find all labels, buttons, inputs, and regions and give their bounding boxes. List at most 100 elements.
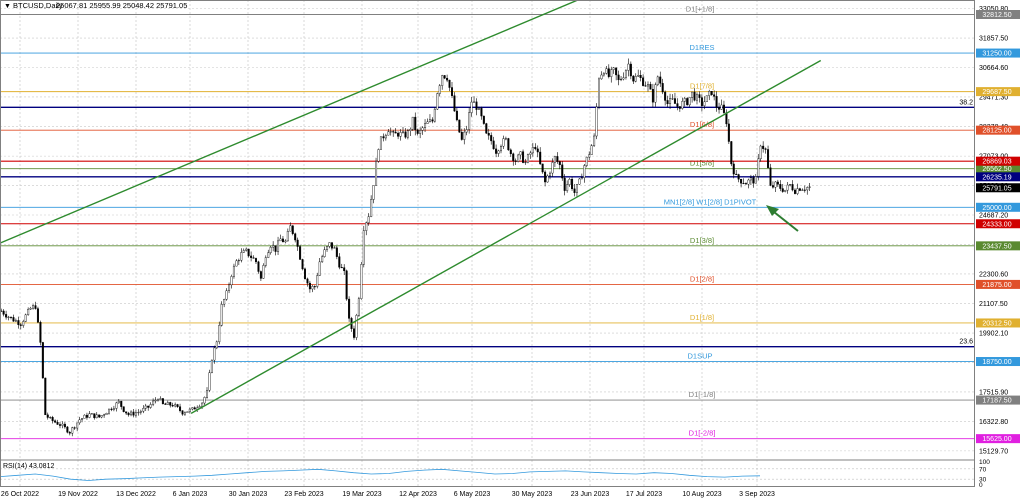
price-tag xyxy=(976,357,1020,367)
candle-body xyxy=(166,402,169,405)
dropdown-icon[interactable]: ▼ xyxy=(4,3,11,10)
price-tag xyxy=(976,164,1020,174)
candle-body xyxy=(654,84,657,103)
candle-body xyxy=(453,95,456,112)
candle-body xyxy=(122,406,125,412)
red-price-tag-text: 26869.03 xyxy=(982,159,1011,166)
candle-body xyxy=(93,413,96,419)
candle-body xyxy=(22,321,25,326)
candle-body xyxy=(365,222,368,231)
candle-body xyxy=(546,175,549,183)
grid-lines xyxy=(0,0,975,487)
chart-border xyxy=(0,0,975,487)
red-price-tag-text: 24333.00 xyxy=(982,221,1011,228)
candle-body xyxy=(171,405,174,407)
level-lines: D1[+1/8] D1RES D1[7/8] D1[6/8] D1[5/8] MN1[2/… xyxy=(0,4,975,440)
candle-body xyxy=(556,156,559,162)
candle-body xyxy=(669,98,672,105)
candle-body xyxy=(642,77,645,86)
candle-body xyxy=(507,138,510,151)
price-tag-text: 25000.00 xyxy=(982,205,1011,212)
candle-body xyxy=(144,405,147,409)
candle-body xyxy=(191,407,194,410)
candle-body xyxy=(149,404,152,408)
candle-body xyxy=(612,67,615,70)
candle-body xyxy=(223,299,226,305)
candle-body xyxy=(277,240,280,252)
candle-body xyxy=(644,85,647,87)
candle-body xyxy=(492,140,495,150)
candle-body xyxy=(705,95,708,103)
candle-body xyxy=(414,116,417,131)
candle-body xyxy=(103,414,106,416)
red-price-tag xyxy=(976,156,1020,166)
level-label: D1[7/8] xyxy=(690,82,714,91)
candle-body xyxy=(651,89,654,103)
candle-body xyxy=(534,146,537,150)
candle-body xyxy=(519,151,522,156)
navy-price-tag-text: 26235.19 xyxy=(982,174,1011,181)
candle-body xyxy=(225,290,228,300)
candle-body xyxy=(708,90,711,96)
candle-body xyxy=(639,75,642,79)
level-label: D1[3/8] xyxy=(690,236,714,245)
candle-body xyxy=(9,316,12,318)
candle-body xyxy=(120,400,123,407)
candle-body xyxy=(267,252,270,258)
candle-body xyxy=(617,74,620,81)
candle-body xyxy=(757,158,760,177)
candle-body xyxy=(595,106,598,137)
channel-lines xyxy=(0,0,822,414)
candle-body xyxy=(188,408,191,412)
candle-body xyxy=(179,406,182,411)
candle-body xyxy=(749,177,752,181)
candle-body xyxy=(318,261,321,276)
candle-body xyxy=(656,76,659,85)
candle-body xyxy=(397,132,400,137)
candle-body xyxy=(764,148,767,150)
level-label: D1[6/8] xyxy=(690,120,714,129)
candle-body xyxy=(436,93,439,110)
candle-body xyxy=(794,189,797,194)
candle-body xyxy=(345,270,348,300)
rsi-tick-label: 100 xyxy=(979,459,990,466)
candle-body xyxy=(259,271,262,279)
candle-body xyxy=(742,182,745,184)
candle-body xyxy=(90,413,93,415)
candle-body xyxy=(487,133,490,136)
candle-body xyxy=(272,245,275,248)
candle-body xyxy=(720,104,723,110)
candle-body xyxy=(299,246,302,260)
candle-body xyxy=(497,150,500,154)
candle-body xyxy=(632,75,635,82)
price-tag-text: 29687.50 xyxy=(982,89,1011,96)
price-tag xyxy=(976,125,1020,135)
candle-body xyxy=(607,68,610,77)
candle-body xyxy=(228,284,231,291)
price-tag xyxy=(976,48,1020,58)
candle-body xyxy=(377,149,380,162)
candle-body xyxy=(762,145,765,149)
candle-body xyxy=(732,163,735,175)
candle-body xyxy=(485,123,488,134)
y-tick-label: 29471.30 xyxy=(979,94,1008,101)
candle-body xyxy=(340,267,343,269)
candle-body xyxy=(235,260,238,267)
candle-body xyxy=(357,298,360,316)
candle-body xyxy=(549,172,552,177)
candle-body xyxy=(500,146,503,152)
candle-body xyxy=(208,372,211,391)
candle-body xyxy=(353,328,356,338)
candle-body xyxy=(718,107,721,110)
fib-label: 23.6 xyxy=(959,339,973,346)
candle-body xyxy=(465,129,468,133)
candle-body xyxy=(73,427,76,429)
navy-price-tag xyxy=(976,172,1020,182)
price-tag xyxy=(976,202,1020,212)
candle-body xyxy=(551,162,554,174)
x-tick-label: 10 Aug 2023 xyxy=(682,491,721,498)
candle-body xyxy=(132,411,135,416)
candle-body xyxy=(791,184,794,191)
candle-body xyxy=(767,149,770,168)
